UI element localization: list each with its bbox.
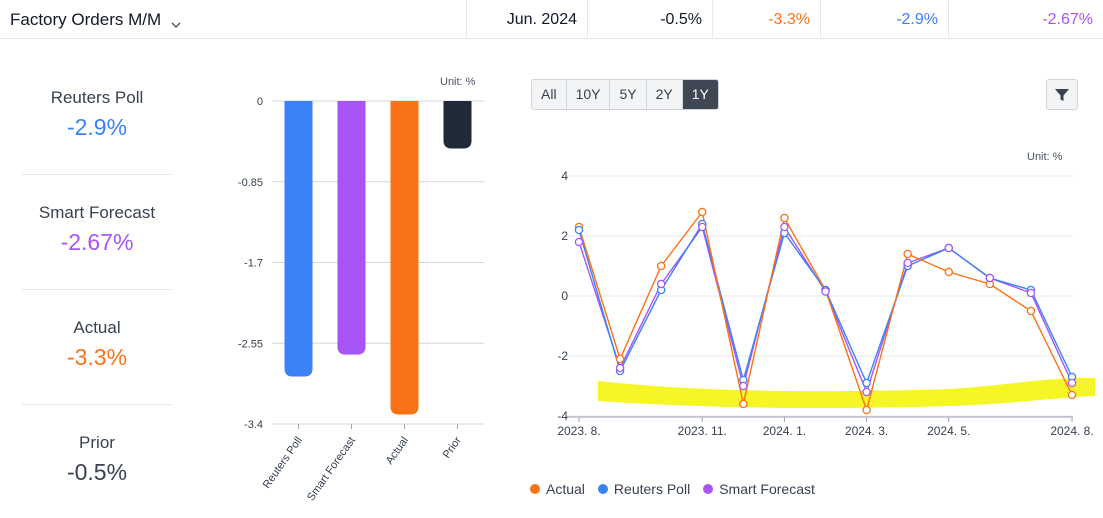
- line-x-tick-label: 2024. 8.: [1050, 424, 1093, 438]
- series-point: [821, 287, 830, 296]
- line-y-tick-label: 2: [561, 229, 568, 243]
- range-5y-button[interactable]: 5Y: [610, 80, 647, 109]
- stat-divider: [22, 174, 172, 175]
- bar: [337, 101, 366, 355]
- stat-actual: Actual -3.3%: [22, 318, 172, 371]
- legend-label: Smart Forecast: [719, 481, 815, 497]
- line-chart-unit: Unit: %: [1027, 151, 1063, 163]
- series-point: [862, 378, 871, 388]
- legend-item-smart-forecast[interactable]: Smart Forecast: [703, 481, 815, 497]
- series-point: [698, 222, 707, 232]
- bar-y-tick-label: -1.7: [244, 258, 263, 270]
- series-point: [574, 225, 584, 235]
- series-point: [698, 207, 707, 217]
- series-point: [656, 261, 666, 271]
- top-bar: Factory Orders M/M Jun. 2024 -0.5% -3.3%…: [0, 0, 1103, 39]
- stat-value: -0.5%: [66, 459, 128, 485]
- series-point: [1026, 306, 1036, 316]
- bar-y-tick-label: -2.55: [238, 338, 263, 350]
- line-chart-legend: Actual Reuters Poll Smart Forecast: [530, 481, 828, 497]
- legend-item-reuters-poll[interactable]: Reuters Poll: [597, 481, 691, 497]
- stat-divider: [22, 404, 172, 405]
- stat-reuters-poll: Reuters Poll -2.9%: [22, 88, 172, 141]
- series-point: [1067, 390, 1077, 400]
- range-10y-button[interactable]: 10Y: [566, 80, 611, 109]
- stat-prior: Prior -0.5%: [22, 433, 172, 486]
- stat-label: Smart Forecast: [38, 203, 156, 222]
- highlight-annotation: [598, 377, 1095, 409]
- filter-button[interactable]: [1046, 79, 1078, 110]
- legend-dot: [597, 484, 608, 494]
- series-point: [862, 405, 871, 415]
- line-y-tick-label: 4: [561, 169, 568, 183]
- series-point: [985, 273, 995, 283]
- series-point: [780, 213, 789, 223]
- bar: [390, 101, 419, 415]
- legend-label: Reuters Poll: [613, 481, 691, 497]
- bar-y-tick-label: -3.4: [244, 419, 263, 431]
- bar-chart-unit: Unit: %: [440, 76, 476, 88]
- bar-y-tick-label: 0: [257, 96, 263, 108]
- series-point: [656, 279, 666, 289]
- legend-item-actual[interactable]: Actual: [530, 481, 585, 497]
- series-point: [1067, 378, 1077, 388]
- line-x-tick-label: 2024. 1.: [763, 424, 806, 438]
- series-point: [615, 354, 625, 364]
- series-point: [574, 237, 584, 247]
- stat-value: -3.3%: [66, 344, 128, 370]
- range-2y-button[interactable]: 2Y: [646, 80, 683, 109]
- series-point: [615, 363, 625, 373]
- legend-dot: [530, 484, 540, 494]
- range-selector: All 10Y 5Y 2Y 1Y: [531, 79, 719, 110]
- stat-value: -2.67%: [60, 229, 134, 255]
- series-point: [944, 243, 954, 253]
- smart-forecast-cell: -2.67%: [948, 0, 1103, 39]
- series-line: [578, 222, 1073, 385]
- range-all-button[interactable]: All: [532, 80, 567, 109]
- line-y-tick-label: -2: [557, 349, 568, 363]
- stat-label: Reuters Poll: [50, 88, 144, 107]
- series-point: [862, 387, 871, 397]
- series-point: [780, 222, 789, 232]
- series-line: [578, 225, 1073, 395]
- series-point: [1026, 288, 1036, 298]
- legend-label: Actual: [546, 481, 585, 497]
- stat-value: -2.9%: [66, 114, 128, 140]
- line-x-tick-label: 2023. 8.: [557, 424, 600, 438]
- series-point: [903, 258, 912, 268]
- line-x-tick-label: 2023. 11.: [678, 424, 727, 438]
- series-line: [578, 210, 1073, 413]
- range-1y-button[interactable]: 1Y: [682, 80, 718, 109]
- stat-smart-forecast: Smart Forecast -2.67%: [22, 203, 172, 256]
- period-cell: Jun. 2024: [466, 0, 587, 39]
- line-x-tick-label: 2024. 5.: [927, 424, 970, 438]
- bar-y-tick-label: -0.85: [238, 177, 263, 189]
- stat-label: Actual: [73, 318, 121, 337]
- line-x-tick-label: 2024. 3.: [845, 424, 888, 438]
- stat-divider: [22, 289, 172, 290]
- filter-icon: [1055, 88, 1069, 101]
- indicator-dropdown[interactable]: Factory Orders M/M: [0, 0, 466, 39]
- bar: [443, 101, 472, 149]
- reuters-poll-cell: -2.9%: [820, 0, 948, 39]
- line-y-tick-label: 0: [561, 289, 568, 303]
- actual-cell: -3.3%: [712, 0, 820, 39]
- series-point: [739, 399, 748, 409]
- prior-cell: -0.5%: [587, 0, 712, 39]
- series-point: [739, 381, 748, 391]
- chevron-down-icon: [171, 15, 181, 28]
- bar: [284, 101, 313, 377]
- series-point: [944, 267, 954, 277]
- legend-dot: [703, 484, 714, 494]
- indicator-title: Factory Orders M/M: [10, 9, 162, 29]
- series-point: [903, 249, 912, 259]
- line-y-tick-label: -4: [557, 409, 568, 423]
- stat-label: Prior: [79, 433, 115, 452]
